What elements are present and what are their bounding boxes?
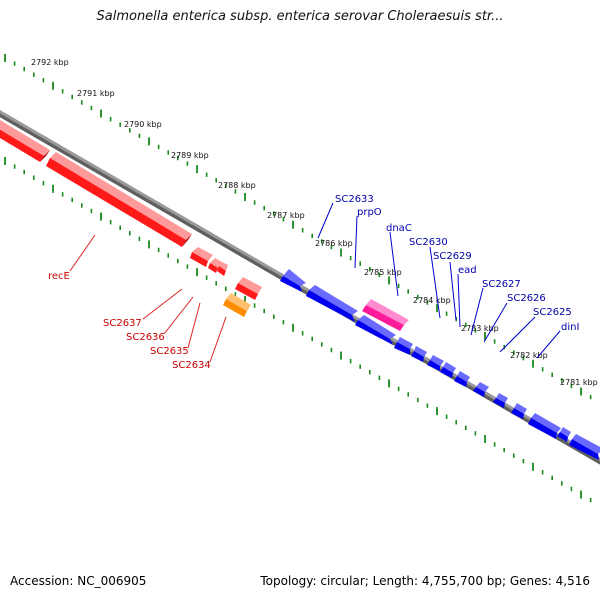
gene-blue-13[interactable] — [528, 413, 561, 439]
ruler-label: 2785 kbp — [364, 268, 402, 277]
gene-recE-part2[interactable] — [46, 152, 192, 247]
forward-strand-genes — [280, 269, 600, 460]
gene-prpO[interactable] — [306, 285, 358, 322]
gene-label-SC2633: SC2633 — [335, 194, 374, 205]
ruler-label: 2790 kbp — [124, 120, 162, 129]
ruler-label: 2787 kbp — [267, 211, 305, 220]
gene-label-SC2634: SC2634 — [172, 360, 211, 371]
gene-label-SC2629: SC2629 — [433, 251, 472, 262]
gene-label-dinI: dinI — [561, 322, 579, 333]
reverse-gene-labels: recE SC2637 SC2636 SC2635 SC2634 — [48, 271, 211, 371]
gene-blue-12[interactable] — [511, 403, 527, 419]
ruler-labels: 2792 kbp 2791 kbp 2790 kbp 2789 kbp 2788… — [31, 58, 598, 387]
gene-label-SC2627: SC2627 — [482, 279, 521, 290]
gene-label-SC2635: SC2635 — [150, 346, 189, 357]
ruler-label: 2791 kbp — [77, 89, 115, 98]
map-title: Salmonella enterica subsp. enterica sero… — [96, 9, 504, 24]
gene-dnaC[interactable] — [355, 315, 396, 345]
ruler-label: 2782 kbp — [510, 351, 548, 360]
gene-SC2637[interactable] — [190, 247, 213, 267]
gene-label-SC2636: SC2636 — [126, 332, 165, 343]
gene-recE-part1[interactable] — [0, 120, 50, 162]
gene-label-prpO: prpO — [357, 207, 382, 218]
forward-label-leaders — [317, 202, 561, 359]
ruler-label: 2789 kbp — [171, 151, 209, 160]
gene-label-SC2625: SC2625 — [533, 307, 572, 318]
gene-SC2634[interactable] — [235, 277, 262, 300]
reverse-strand-genes — [0, 120, 262, 317]
gene-label-SC2626: SC2626 — [507, 293, 546, 304]
gene-label-SC2630: SC2630 — [409, 237, 448, 248]
gene-ead[interactable] — [427, 355, 444, 371]
ruler-lower — [4, 157, 592, 503]
gene-SC2625[interactable] — [473, 382, 489, 397]
gene-label-ead: ead — [458, 265, 477, 276]
gene-SC2630[interactable] — [394, 337, 413, 355]
ruler-label: 2792 kbp — [31, 58, 69, 67]
ruler-label: 2788 kbp — [218, 181, 256, 190]
gene-highlighted[interactable] — [362, 299, 409, 331]
footer-topology: Topology: circular; Length: 4,755,700 bp… — [260, 574, 590, 588]
ruler-upper — [4, 54, 592, 400]
ruler-label: 2783 kbp — [461, 324, 499, 333]
gene-label-SC2637: SC2637 — [103, 318, 142, 329]
ruler-label: 2784 kbp — [413, 296, 451, 305]
gene-dinI[interactable] — [493, 393, 508, 408]
gene-SC2629[interactable] — [411, 346, 427, 362]
gene-label-recE: recE — [48, 271, 70, 282]
footer-accession: Accession: NC_006905 — [10, 574, 147, 588]
gene-SC2635[interactable] — [217, 262, 228, 276]
gene-SC2626[interactable] — [454, 371, 470, 387]
gene-blue-14[interactable] — [557, 427, 571, 442]
gene-label-dnaC: dnaC — [386, 223, 412, 234]
ruler-label: 2781 kbp — [560, 378, 598, 387]
reverse-label-leaders — [69, 234, 227, 363]
ruler-label: 2786 kbp — [315, 239, 353, 248]
gene-SC2627[interactable] — [440, 362, 456, 378]
gene-SC2633[interactable] — [280, 269, 306, 292]
forward-gene-labels: SC2633 prpO dnaC SC2630 SC2629 ead SC262… — [335, 194, 579, 333]
gene-SC2636[interactable] — [208, 258, 222, 273]
gene-orange[interactable] — [223, 293, 251, 317]
gene-blue-15[interactable] — [569, 434, 600, 460]
